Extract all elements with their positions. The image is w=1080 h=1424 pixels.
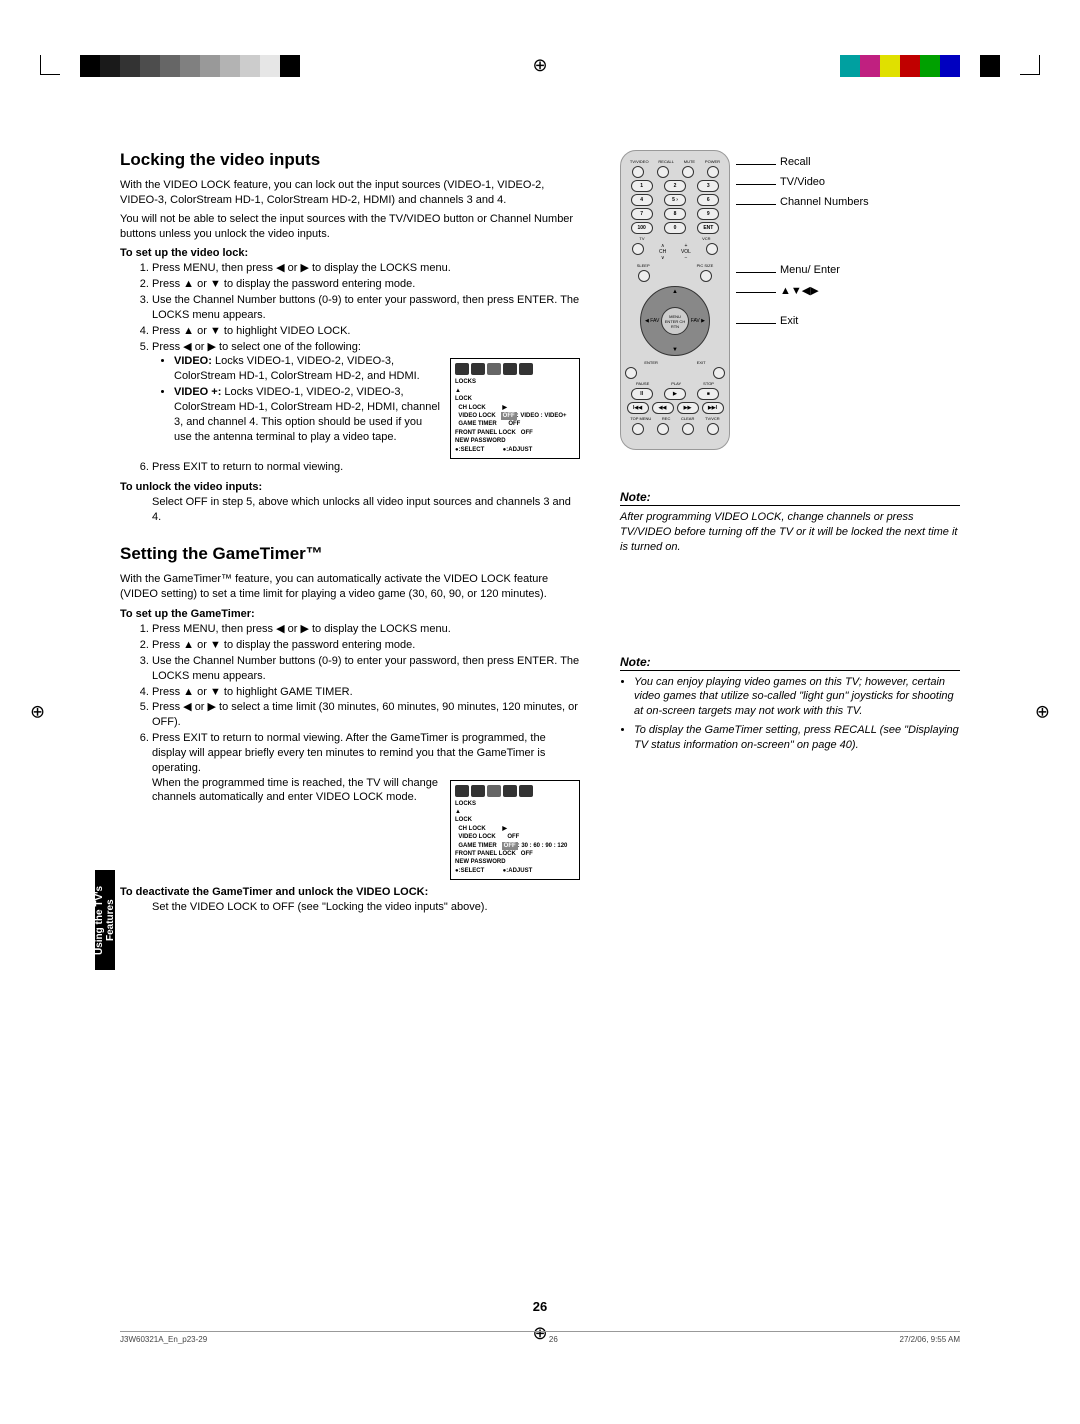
page-number: 26 <box>533 1299 547 1314</box>
step-item: Press EXIT to return to normal viewing. … <box>152 731 580 880</box>
note-heading: Note: <box>620 490 960 506</box>
note-body-2: You can enjoy playing video games on thi… <box>620 675 960 753</box>
note-heading-2: Note: <box>620 655 960 671</box>
deactivate-text: Set the VIDEO LOCK to OFF (see "Locking … <box>120 900 580 915</box>
crop-mark-tl <box>40 55 60 75</box>
step-text: Press ◀ or ▶ to select one of the follow… <box>152 341 361 353</box>
remote-label-arrows: ▲▼◀▶ <box>780 284 819 297</box>
step-item: Press MENU, then press ◀ or ▶ to display… <box>152 261 580 276</box>
note-item: To display the GameTimer setting, press … <box>634 723 960 753</box>
osd-title: LOCKS <box>455 800 575 808</box>
step-item: Press ▲ or ▼ to display the password ent… <box>152 638 580 653</box>
step-item: Press ▲ or ▼ to display the password ent… <box>152 277 580 292</box>
step-item: Press ◀ or ▶ to select one of the follow… <box>152 340 580 459</box>
crop-mark-tr <box>1020 55 1040 75</box>
subhead-unlock: To unlock the video inputs: <box>120 481 580 493</box>
step-item: Press MENU, then press ◀ or ▶ to display… <box>152 622 580 637</box>
osd-locks-gametimer: LOCKS ▲LOCK CH LOCK ▶ VIDEO LOCK OFF GAM… <box>450 780 580 881</box>
remote-nav-pad: ▲ ▼ ◀ FAV FAV ▶ MENU ENTER CH RTN <box>640 286 710 356</box>
remote-label-tvvideo: TV/Video <box>780 176 825 188</box>
steps-list: Press MENU, then press ◀ or ▶ to display… <box>120 261 580 474</box>
footer: J3W60321A_En_p23-29 26 27/2/06, 9:55 AM <box>120 1335 960 1344</box>
step-item: Press ▲ or ▼ to highlight VIDEO LOCK. <box>152 324 580 339</box>
intro-text-2: You will not be able to select the input… <box>120 212 580 242</box>
remote-label-menu-enter: Menu/ Enter <box>780 264 840 276</box>
registration-mark-left: ⊕ <box>30 702 45 723</box>
intro-gametimer: With the GameTimer™ feature, you can aut… <box>120 572 580 602</box>
subhead-deactivate: To deactivate the GameTimer and unlock t… <box>120 886 580 898</box>
step-item: Use the Channel Number buttons (0-9) to … <box>152 654 580 684</box>
remote-illustration: TV/VIDEORECALLMUTEPOWER 12345 ›67891000E… <box>620 150 730 450</box>
registration-mark-right: ⊕ <box>1035 702 1050 723</box>
registration-mark-top: ⊕ <box>532 55 547 76</box>
osd-locks-video: LOCKS ▲LOCK CH LOCK ▶ VIDEO LOCK OFF: VI… <box>450 358 580 459</box>
step-item: Press ◀ or ▶ to select a time limit (30 … <box>152 700 580 730</box>
remote-label-channel-numbers: Channel Numbers <box>780 196 869 208</box>
heading-video-lock: Locking the video inputs <box>120 150 580 170</box>
remote-label-recall: Recall <box>780 156 811 168</box>
intro-text: With the VIDEO LOCK feature, you can loc… <box>120 178 580 208</box>
step-item: Use the Channel Number buttons (0-9) to … <box>152 293 580 323</box>
section-tab: Using the TV's Features <box>95 870 115 970</box>
steps-list-gametimer: Press MENU, then press ◀ or ▶ to display… <box>120 622 580 880</box>
osd-title: LOCKS <box>455 378 575 386</box>
step-text: Press EXIT to return to normal viewing. … <box>152 732 546 774</box>
subhead-setup-gametimer: To set up the GameTimer: <box>120 608 580 620</box>
footer-filename: J3W60321A_En_p23-29 <box>120 1335 207 1344</box>
note-body: After programming VIDEO LOCK, change cha… <box>620 510 960 555</box>
side-column: TV/VIDEORECALLMUTEPOWER 12345 ›67891000E… <box>620 150 960 757</box>
subhead-setup-lock: To set up the video lock: <box>120 247 580 259</box>
footer-page: 26 <box>549 1335 558 1344</box>
step-item: Press EXIT to return to normal viewing. <box>152 460 580 475</box>
step-item: Press ▲ or ▼ to highlight GAME TIMER. <box>152 685 580 700</box>
main-column: Locking the video inputs With the VIDEO … <box>120 150 580 915</box>
note-item: You can enjoy playing video games on thi… <box>634 675 960 720</box>
remote-label-exit: Exit <box>780 315 798 327</box>
unlock-text: Select OFF in step 5, above which unlock… <box>120 495 580 525</box>
footer-timestamp: 27/2/06, 9:55 AM <box>900 1335 961 1344</box>
heading-gametimer: Setting the GameTimer™ <box>120 544 580 564</box>
